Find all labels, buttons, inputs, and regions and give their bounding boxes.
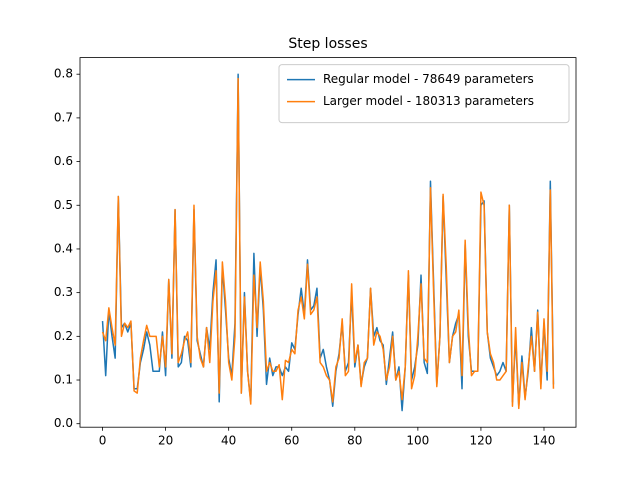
y-tick-label: 0.0 <box>54 416 73 430</box>
y-tick-label: 0.6 <box>54 154 73 168</box>
y-tick-label: 0.2 <box>54 329 73 343</box>
x-tick-label: 80 <box>347 434 362 448</box>
x-tick-label: 100 <box>406 434 429 448</box>
plot-frame <box>79 57 577 428</box>
x-tick-label: 20 <box>158 434 173 448</box>
y-tick-label: 0.5 <box>54 198 73 212</box>
x-tick-label: 40 <box>221 434 236 448</box>
y-tick-label: 0.4 <box>54 241 73 255</box>
line-series <box>101 77 555 410</box>
legend-label: Larger model - 180313 parameters <box>323 94 534 108</box>
y-tick-label: 0.1 <box>54 373 73 387</box>
y-tick-label: 0.7 <box>54 110 73 124</box>
y-tick-label: 0.8 <box>54 67 73 81</box>
x-tick-label: 0 <box>99 434 107 448</box>
legend-box <box>278 64 570 124</box>
legend-label: Regular model - 78649 parameters <box>323 72 534 86</box>
x-tick-label: 120 <box>469 434 492 448</box>
y-tick-label: 0.3 <box>54 285 73 299</box>
x-tick-label: 60 <box>284 434 299 448</box>
chart-title: Step losses <box>288 36 367 52</box>
x-tick-label: 140 <box>533 434 556 448</box>
